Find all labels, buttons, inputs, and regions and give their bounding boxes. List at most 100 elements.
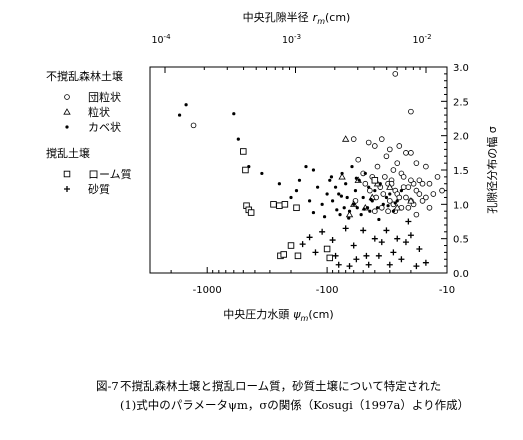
x-tick-label: -10 <box>439 285 455 296</box>
point-circle <box>400 174 407 180</box>
legend-item-label: 砂質 <box>88 182 110 196</box>
point-dot <box>304 164 308 169</box>
point-square <box>240 148 247 155</box>
point-square <box>323 245 331 253</box>
point-square <box>293 204 300 212</box>
point-dot <box>335 208 339 212</box>
point-dot <box>294 189 299 193</box>
point-plus <box>407 232 414 239</box>
point-dot <box>333 185 338 189</box>
point-triangle <box>341 135 350 142</box>
point-dot <box>177 113 182 117</box>
figure-caption-line-2: (1)式中のパラメータψm，σの関係（Kosugi（1997a）より作成） <box>120 398 470 412</box>
y-tick-label: 0.0 <box>453 269 469 280</box>
point-plus <box>371 235 378 242</box>
point-circle <box>426 180 433 187</box>
point-dot <box>232 112 236 116</box>
point-dot <box>347 209 352 213</box>
x-tick-label: -1000 <box>193 285 222 296</box>
legend-marker-triangle <box>63 108 71 115</box>
point-circle <box>416 191 423 197</box>
point-dot <box>399 189 404 193</box>
point-plus <box>332 252 339 259</box>
point-dot <box>353 189 358 193</box>
point-circle <box>362 180 369 187</box>
point-circle <box>400 184 407 190</box>
series-dot <box>177 103 404 222</box>
point-dot <box>350 164 354 169</box>
point-circle <box>350 136 357 142</box>
point-dot <box>373 189 377 193</box>
point-circle <box>423 163 429 170</box>
point-circle <box>380 191 387 197</box>
point-circle <box>385 208 391 215</box>
y-tick-label: 2.0 <box>453 132 469 143</box>
x-axis-label: 中央圧力水頭 ψm(cm) <box>223 308 333 323</box>
point-plus <box>319 228 326 235</box>
point-dot <box>325 192 329 196</box>
point-circle <box>413 187 420 194</box>
top-tick-label: 10-3 <box>282 33 301 46</box>
legend-marker-square <box>63 170 71 178</box>
point-circle <box>423 194 429 201</box>
point-dot <box>344 182 348 186</box>
point-circle <box>430 191 437 197</box>
point-dot <box>361 195 365 200</box>
point-dot <box>345 195 349 200</box>
series-circle <box>190 71 445 218</box>
point-triangle <box>386 183 394 190</box>
point-dot <box>355 206 359 210</box>
point-dot <box>338 213 342 217</box>
point-circle <box>396 194 403 201</box>
point-circle <box>405 184 412 190</box>
point-dot <box>357 178 361 182</box>
point-dot <box>329 175 334 179</box>
point-circle <box>419 180 426 187</box>
data-marks <box>177 71 445 270</box>
point-circle <box>378 136 385 142</box>
point-plus <box>299 241 306 248</box>
legend-group-title: 不撹乱森林土壌 <box>46 69 123 83</box>
point-circle <box>408 177 414 184</box>
point-plus <box>365 261 372 268</box>
point-circle <box>394 160 401 166</box>
legend-marker-plus <box>64 186 70 192</box>
point-plus <box>335 261 342 268</box>
top-tick-label: 10-4 <box>151 33 171 46</box>
point-plus <box>390 249 397 256</box>
point-circle <box>383 153 390 160</box>
series-plus <box>299 218 429 270</box>
point-dot <box>236 137 240 141</box>
point-plus <box>405 218 412 225</box>
point-circle <box>413 211 420 218</box>
point-dot <box>260 171 264 176</box>
point-dot <box>367 185 371 189</box>
point-plus <box>350 242 357 249</box>
point-plus <box>346 263 353 270</box>
point-triangle <box>407 197 415 204</box>
y-tick-label: 1.0 <box>453 200 469 211</box>
legend-item-label: 団粒状 <box>88 90 121 104</box>
point-circle <box>378 204 385 211</box>
point-dot <box>381 202 385 206</box>
point-dot <box>337 192 341 196</box>
point-circle <box>386 146 393 153</box>
point-plus <box>402 239 409 246</box>
point-dot <box>363 171 367 176</box>
point-circle <box>386 198 393 204</box>
point-square <box>371 177 379 184</box>
point-plus <box>360 227 367 234</box>
point-dot <box>384 195 389 200</box>
scatter-chart: -1000 -100 -10 中央圧力水頭 ψm(cm) 10-4 10-3 10-2 中央孔隙… <box>46 10 499 323</box>
point-plus <box>383 227 390 234</box>
x-tick-label: -100 <box>316 285 339 296</box>
point-circle <box>372 143 378 149</box>
point-dot <box>388 192 392 196</box>
point-circle <box>382 174 388 180</box>
point-dot <box>297 178 302 182</box>
point-dot <box>393 201 397 205</box>
figure-caption-label: 図-7 <box>96 379 119 393</box>
point-plus <box>363 252 370 259</box>
point-square <box>281 201 289 208</box>
point-circle <box>403 194 409 201</box>
